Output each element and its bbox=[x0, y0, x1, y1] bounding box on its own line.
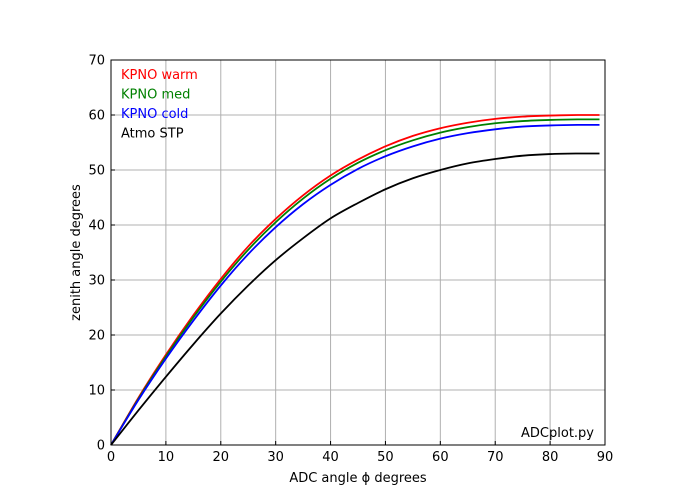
x-axis-label: ADC angle ϕ degrees bbox=[289, 471, 427, 486]
x-tick-label: 60 bbox=[432, 450, 449, 465]
y-tick-label: 10 bbox=[88, 384, 105, 399]
x-tick-label: 30 bbox=[267, 450, 284, 465]
series-lines bbox=[110, 114, 600, 446]
y-tick-label: 70 bbox=[88, 54, 105, 69]
legend-entry: KPNO cold bbox=[121, 107, 188, 122]
y-tick-label: 40 bbox=[88, 219, 105, 234]
x-tick-label: 10 bbox=[158, 450, 175, 465]
x-tick-label: 70 bbox=[487, 450, 504, 465]
x-tick-label: 90 bbox=[597, 450, 614, 465]
y-tick-label: 60 bbox=[88, 109, 105, 124]
y-tick-label: 30 bbox=[88, 274, 105, 289]
x-tick-label: 50 bbox=[377, 450, 394, 465]
x-tick-label: 40 bbox=[322, 450, 339, 465]
legend-entry: Atmo STP bbox=[121, 127, 184, 142]
series-line-kpno-med bbox=[110, 118, 600, 446]
legend-entry: KPNO med bbox=[121, 88, 190, 103]
ticks: 0 10 20 30 40 50 60 70 80 90 0 10 20 30 40 50 60 70 bbox=[88, 54, 613, 466]
legend: KPNO warm KPNO med KPNO cold Atmo STP bbox=[121, 68, 198, 142]
x-tick-label: 20 bbox=[213, 450, 230, 465]
plot-frame bbox=[110, 59, 606, 446]
y-tick-label: 20 bbox=[88, 329, 105, 344]
series-line-kpno-warm bbox=[110, 114, 600, 446]
annotation-label: ADCplot.py bbox=[521, 426, 594, 441]
x-tick-label: 0 bbox=[107, 450, 115, 465]
series-line-kpno-cold bbox=[110, 123, 600, 446]
series-line-atmo-stp bbox=[110, 152, 600, 446]
legend-entry: KPNO warm bbox=[121, 68, 198, 83]
y-tick-label: 50 bbox=[88, 164, 105, 179]
x-tick-label: 80 bbox=[542, 450, 559, 465]
y-axis-label: zenith angle degrees bbox=[69, 184, 84, 321]
y-tick-label: 0 bbox=[97, 439, 105, 454]
